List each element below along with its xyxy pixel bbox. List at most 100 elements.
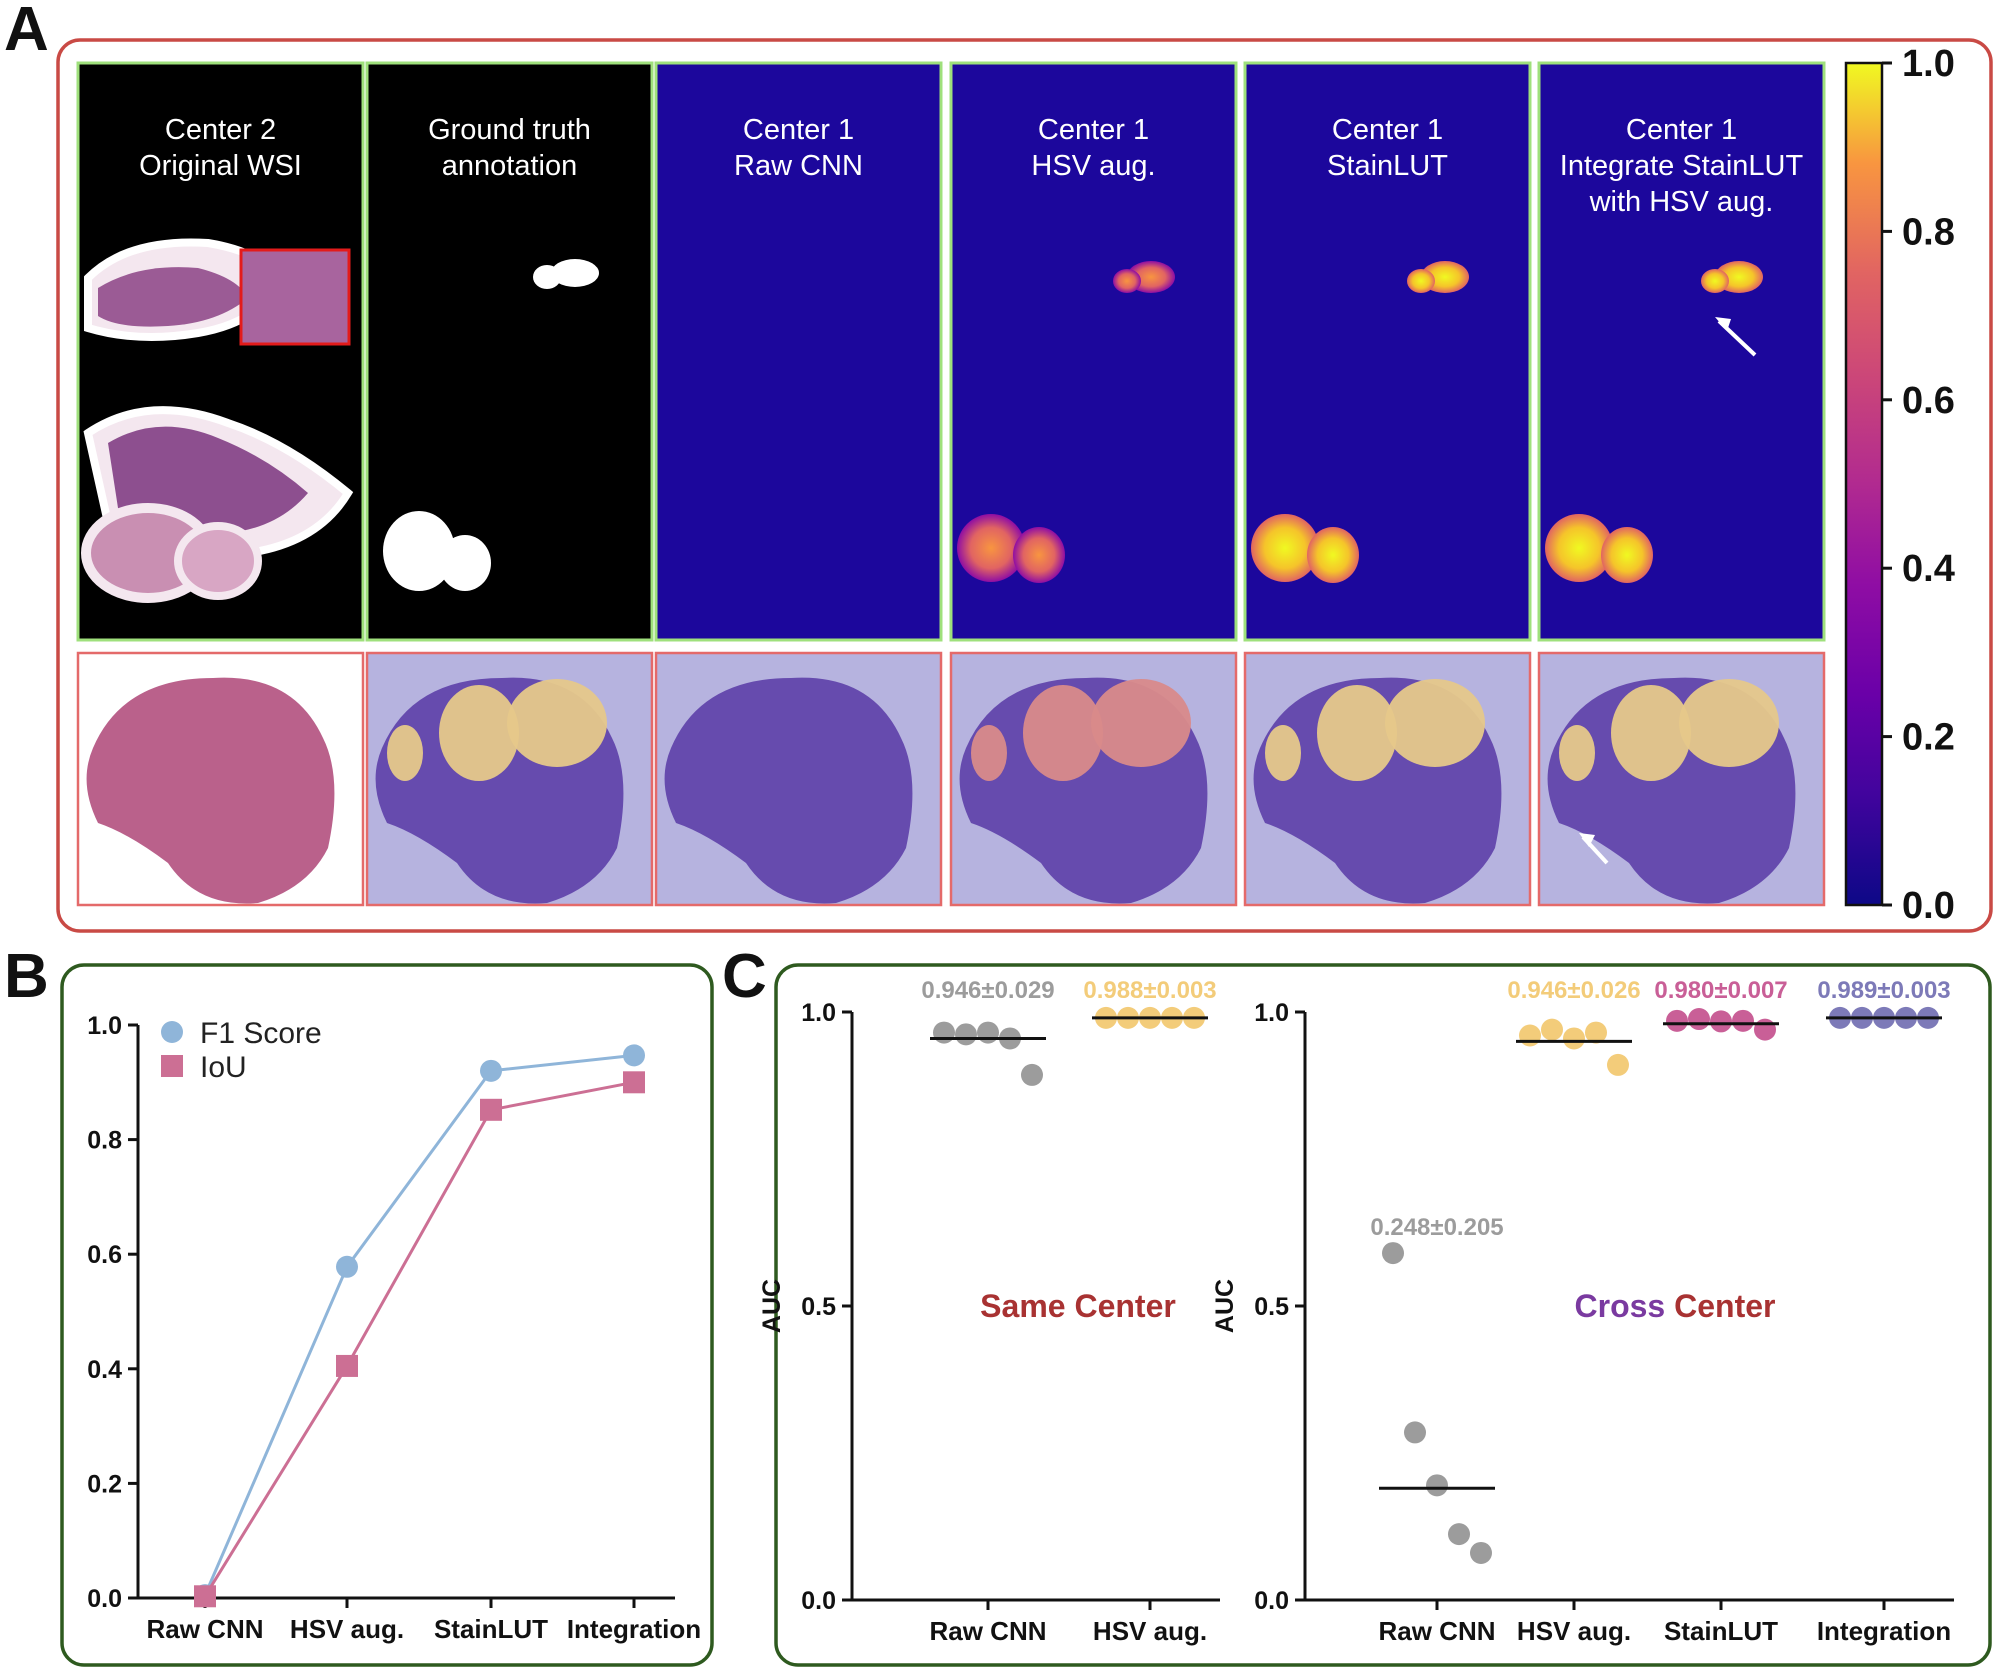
x-tick-label: StainLUT bbox=[1664, 1616, 1778, 1646]
y-tick-label: 1.0 bbox=[1254, 999, 1289, 1027]
overlay-tile bbox=[365, 651, 654, 907]
chart-b-line: 0.0 0.2 0.4 0.6 0.8 1.0 Raw CNN HSV aug. StainLU… bbox=[87, 1012, 701, 1644]
tile-title-line: Raw CNN bbox=[734, 150, 863, 182]
group-annotation: 0.946±0.029 bbox=[921, 977, 1054, 1004]
data-point bbox=[1563, 1027, 1585, 1050]
y-tick-label: 0.5 bbox=[1254, 1293, 1289, 1321]
panel-a-border bbox=[56, 38, 1993, 933]
x-tick-label: HSV aug. bbox=[290, 1614, 404, 1644]
tile-title-line: StainLUT bbox=[1327, 150, 1448, 182]
tile-title-line: annotation bbox=[442, 150, 577, 182]
tile-title-line: Center 1 bbox=[1626, 114, 1737, 146]
data-point bbox=[1519, 1024, 1541, 1047]
data-point bbox=[336, 1255, 358, 1278]
data-point bbox=[1688, 1008, 1710, 1031]
tumor-region bbox=[1317, 685, 1397, 781]
data-point bbox=[1607, 1053, 1629, 1076]
x-tick-label: StainLUT bbox=[434, 1614, 548, 1644]
y-tick-label: 0.0 bbox=[1254, 1587, 1289, 1615]
group-annotation: 0.980±0.007 bbox=[1654, 977, 1787, 1004]
data-point bbox=[623, 1044, 645, 1067]
x-tick-label: Raw CNN bbox=[1378, 1616, 1495, 1646]
y-tick-label: 0.8 bbox=[87, 1127, 122, 1155]
data-point bbox=[1448, 1523, 1470, 1546]
overlay-tile bbox=[76, 651, 365, 907]
tile-title-line: HSV aug. bbox=[1031, 150, 1155, 182]
x-tick-label: HSV aug. bbox=[1093, 1616, 1207, 1646]
colorbar-tick-label: 0.6 bbox=[1902, 380, 1955, 422]
group-label-word: Center bbox=[1665, 1288, 1775, 1324]
heatmap-tile: Ground truth annotation bbox=[365, 61, 654, 642]
y-axis-label: AUC bbox=[758, 1279, 786, 1333]
overlay-tile bbox=[949, 651, 1238, 907]
group-label: Cross Center bbox=[1575, 1288, 1776, 1324]
x-tick-label: Integration bbox=[567, 1614, 701, 1644]
tile-title-line: Center 1 bbox=[743, 114, 854, 146]
series-line bbox=[203, 1053, 635, 1596]
group-annotation: 0.989±0.003 bbox=[1817, 977, 1950, 1004]
colorbar-tick-label: 0.4 bbox=[1902, 548, 1955, 590]
y-tick-label: 1.0 bbox=[801, 999, 836, 1027]
y-tick-label: 0.5 bbox=[801, 1293, 836, 1321]
mask-blob bbox=[383, 511, 455, 591]
panel-a-letter: A bbox=[4, 0, 49, 64]
y-tick-label: 1.0 bbox=[87, 1012, 122, 1040]
tumor-region bbox=[507, 679, 607, 767]
colorbar-tick-label: 1.0 bbox=[1902, 43, 1955, 85]
data-point bbox=[955, 1023, 977, 1046]
legend-label: IoU bbox=[200, 1051, 247, 1084]
group-label: Same Center bbox=[980, 1288, 1176, 1324]
tumor-region bbox=[439, 685, 519, 781]
arrow-icon bbox=[1579, 833, 1595, 847]
overlay-tiles-row bbox=[76, 651, 1826, 907]
chart-c-cross-center: 0.0 0.5 1.0 AUC Raw CNN HSV aug. StainLUT Integ… bbox=[1211, 977, 1954, 1646]
mask-blob bbox=[439, 535, 491, 591]
tumor-region bbox=[1611, 685, 1691, 781]
tile-title-line: Original WSI bbox=[139, 150, 302, 182]
data-point bbox=[1021, 1063, 1043, 1086]
data-point bbox=[480, 1098, 502, 1121]
probability-blob bbox=[1251, 514, 1319, 582]
colorbar-tick-label: 0.8 bbox=[1902, 211, 1955, 253]
panel-b-border bbox=[60, 963, 714, 1667]
tissue-shape bbox=[98, 267, 248, 327]
roi-box bbox=[239, 248, 351, 346]
overlay-tile bbox=[1537, 651, 1826, 907]
data-point bbox=[623, 1071, 645, 1094]
data-point bbox=[1732, 1009, 1754, 1032]
tile-title-line: Center 1 bbox=[1332, 114, 1443, 146]
heatmap-tile: Center 1 Integrate StainLUT with HSV aug. bbox=[1537, 61, 1826, 642]
probability-blob bbox=[1545, 514, 1613, 582]
arrow-icon bbox=[1715, 317, 1731, 331]
tile-title-line: with HSV aug. bbox=[1589, 186, 1774, 218]
y-tick-label: 0.6 bbox=[87, 1241, 122, 1269]
data-point bbox=[336, 1354, 358, 1377]
tile-frame bbox=[654, 61, 943, 642]
group-annotation: 0.248±0.205 bbox=[1370, 1214, 1503, 1241]
tissue-shape bbox=[86, 677, 335, 904]
overlay-tile bbox=[1243, 651, 1532, 907]
data-point bbox=[933, 1021, 955, 1044]
data-point bbox=[1666, 1009, 1688, 1032]
probability-blob bbox=[1601, 527, 1653, 583]
colorbar-ticks: 1.0 0.8 0.6 0.4 0.2 0.0 bbox=[1882, 43, 1955, 927]
tissue-shape bbox=[174, 522, 262, 600]
tumor-region bbox=[1091, 679, 1191, 767]
tumor-region bbox=[1265, 725, 1301, 781]
tumor-region bbox=[1023, 685, 1103, 781]
group-annotation: 0.988±0.003 bbox=[1083, 977, 1216, 1004]
mask-blob bbox=[533, 265, 561, 289]
heatmap-tile: Center 1 HSV aug. bbox=[949, 61, 1238, 642]
colorbar-tick-label: 0.2 bbox=[1902, 717, 1955, 759]
data-point bbox=[1541, 1018, 1563, 1041]
tile-title-line: Center 1 bbox=[1038, 114, 1149, 146]
data-point bbox=[1404, 1421, 1426, 1444]
data-point bbox=[480, 1059, 502, 1082]
legend-marker bbox=[161, 1055, 183, 1077]
tile-title-line: Center 2 bbox=[165, 114, 276, 146]
heatmap-tile: Center 1 StainLUT bbox=[1243, 61, 1532, 642]
tile-title-line: Integrate StainLUT bbox=[1560, 150, 1804, 182]
probability-blob bbox=[1307, 527, 1359, 583]
tumor-region bbox=[1679, 679, 1779, 767]
overlay-tile bbox=[654, 651, 943, 907]
